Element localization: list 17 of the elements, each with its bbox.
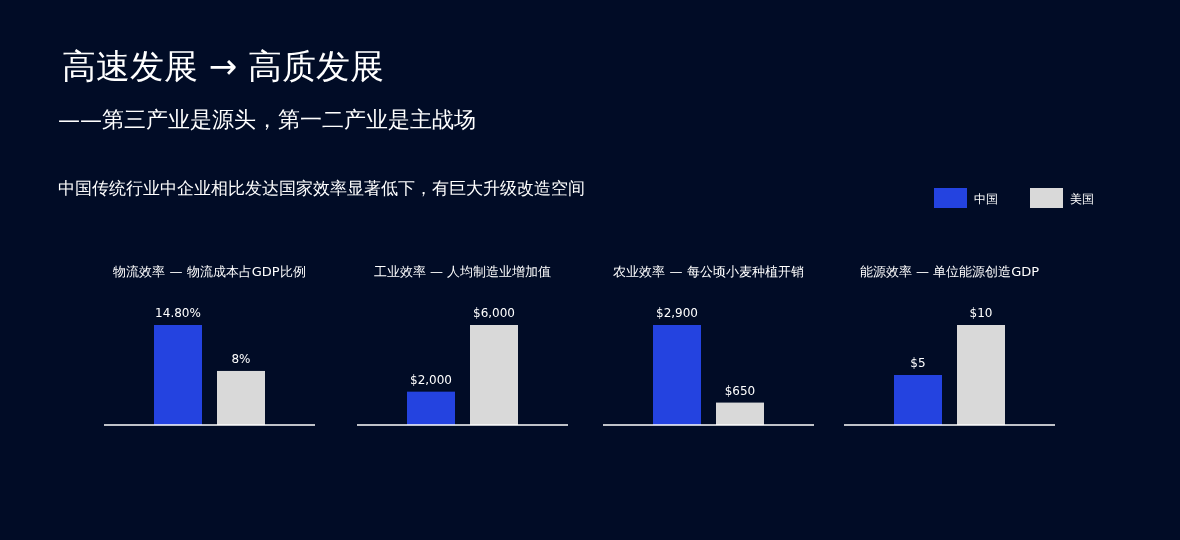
data-label: 14.80% xyxy=(155,306,201,320)
data-label: $2,900 xyxy=(656,306,698,320)
text: 中国传统行业中企业相比发达国家效率显著低下，有巨大升级改造空间 xyxy=(58,178,585,198)
data-label: $5 xyxy=(910,356,926,370)
data-label: $6,000 xyxy=(473,306,515,320)
data-label: 8% xyxy=(231,351,251,366)
chart-title: 工业效率 — 人均制造业增加值 xyxy=(373,264,552,279)
data-label: $2,000 xyxy=(410,372,452,387)
data-label: $650 xyxy=(724,383,756,398)
chart-title: 农业效率 — 每公顷小麦种植开销 xyxy=(613,264,804,279)
chart-title: 能源效率 — 单位能源创造GDP xyxy=(859,264,1040,279)
data-label: $10 xyxy=(969,306,993,320)
chart-title: 物流效率 — 物流成本占GDP比例 xyxy=(113,264,306,279)
text: ——第三产业是源头，第一二产业是主战场 xyxy=(58,107,476,132)
text: 高速发展 → 高质发展 xyxy=(62,46,385,86)
legend-label: 中国 xyxy=(974,192,998,206)
legend-label: 美国 xyxy=(1070,192,1094,206)
